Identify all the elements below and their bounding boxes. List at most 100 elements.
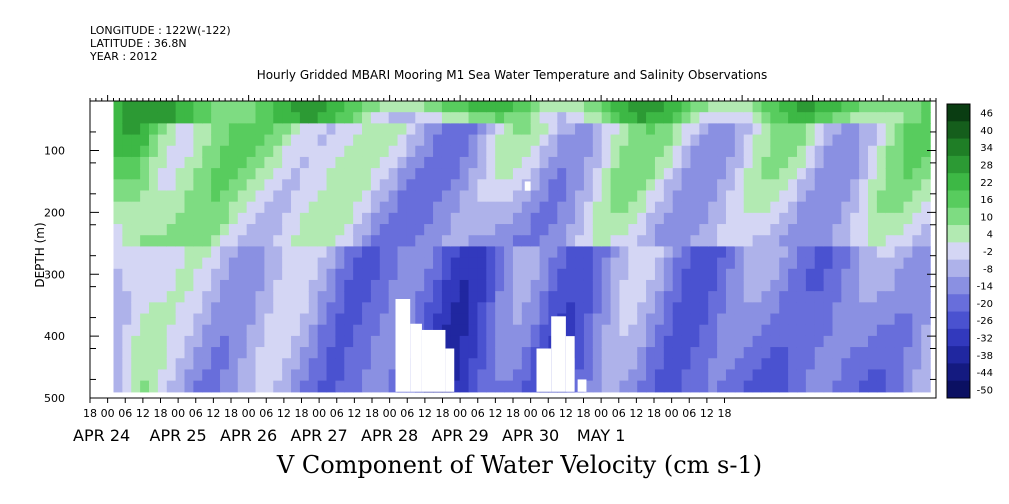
heatmap-cell (743, 123, 754, 136)
heatmap-cell (646, 145, 656, 158)
heatmap-cell (557, 201, 567, 214)
heatmap-cell (379, 179, 390, 192)
heatmap-cell (193, 268, 203, 281)
heatmap-cell (796, 168, 807, 180)
heatmap-cell (131, 279, 141, 292)
heatmap-cell (566, 168, 576, 180)
heatmap-cell (184, 313, 194, 326)
heatmap-cell (157, 156, 168, 169)
heatmap-cell (592, 347, 603, 359)
heatmap-cell (122, 257, 132, 270)
heatmap-cell (583, 179, 594, 192)
heatmap-cell (184, 168, 194, 180)
heatmap-cell (504, 201, 514, 214)
heatmap-cell (504, 168, 514, 180)
heatmap-cell (912, 335, 922, 348)
colorbar-label: -2 (983, 247, 993, 258)
heatmap-cell (761, 201, 771, 214)
heatmap-cell (282, 302, 292, 315)
year-text: YEAR : 2012 (90, 50, 158, 63)
heatmap-cell (743, 291, 754, 303)
heatmap-cell (601, 168, 612, 180)
heatmap-cell (388, 302, 399, 315)
heatmap-cell (291, 358, 301, 371)
heatmap-cell (885, 224, 896, 236)
heatmap-cell (548, 179, 558, 192)
heatmap-cell (246, 168, 257, 180)
heatmap-cell (220, 156, 230, 169)
heatmap-cell (211, 201, 221, 214)
heatmap-cell (459, 101, 470, 113)
heatmap-cell (725, 347, 736, 359)
heatmap-cell (193, 235, 203, 248)
heatmap-cell (628, 313, 638, 326)
heatmap-cell (388, 156, 399, 169)
heatmap-cell (424, 145, 434, 158)
heatmap-cell (530, 201, 541, 214)
heatmap-cell (362, 246, 372, 259)
heatmap-cell (468, 212, 479, 225)
heatmap-cell (601, 212, 612, 225)
heatmap-cell (788, 302, 798, 315)
heatmap-cell (850, 201, 860, 214)
heatmap-cell (237, 380, 248, 393)
heatmap-cell (344, 112, 354, 124)
heatmap-cell (264, 235, 274, 248)
heatmap-cell (486, 291, 496, 303)
heatmap-cell (699, 212, 709, 225)
heatmap-cell (859, 179, 869, 192)
heatmap-cell (149, 156, 159, 169)
heatmap-cell (530, 268, 541, 281)
heatmap-cell (903, 279, 913, 292)
heatmap-cell (211, 358, 221, 371)
heatmap-cell (113, 380, 123, 393)
heatmap-cell (557, 212, 567, 225)
heatmap-cell (459, 369, 470, 382)
heatmap-cell (867, 246, 878, 259)
heatmap-cell (353, 235, 363, 248)
heatmap-cell (362, 369, 372, 382)
heatmap-cell (370, 324, 381, 337)
heatmap-cell (779, 302, 789, 315)
heatmap-cell (512, 145, 523, 158)
heatmap-cell (166, 347, 177, 359)
heatmap-cell (459, 201, 470, 214)
heatmap-cell (122, 358, 132, 371)
heatmap-cell (450, 358, 461, 371)
heatmap-cell (512, 156, 523, 169)
heatmap-cell (912, 134, 922, 147)
heatmap-cell (894, 190, 905, 203)
heatmap-cell (832, 246, 842, 259)
heatmap-cell (601, 190, 612, 203)
heatmap-cell (681, 168, 692, 180)
x-day-label: APR 25 (150, 426, 207, 445)
heatmap-cell (885, 246, 896, 259)
heatmap-cell (894, 134, 905, 147)
heatmap-cell (459, 246, 470, 259)
heatmap-cell (379, 145, 390, 158)
heatmap-cell (548, 156, 558, 169)
heatmap-cell (575, 324, 585, 337)
heatmap-cell (353, 168, 363, 180)
heatmap-cell (761, 112, 771, 124)
heatmap-cell (699, 335, 709, 348)
heatmap-cell (193, 302, 203, 315)
heatmap-cell (903, 168, 913, 180)
heatmap-cell (770, 324, 780, 337)
heatmap-cell (539, 291, 550, 303)
heatmap-cell (157, 168, 168, 180)
heatmap-cell (388, 324, 399, 337)
heatmap-cell (743, 268, 754, 281)
heatmap-cell (770, 380, 780, 393)
colorbar-swatch (947, 225, 970, 243)
heatmap-cell (228, 268, 239, 281)
heatmap-cell (335, 201, 345, 214)
heatmap-cell (557, 134, 567, 147)
y-tick-label: 400 (44, 330, 65, 343)
heatmap-cell (708, 123, 718, 136)
heatmap-cell (370, 179, 381, 192)
heatmap-cell (299, 324, 310, 337)
heatmap-cell (903, 112, 913, 124)
heatmap-cell (175, 246, 186, 259)
heatmap-cell (166, 201, 177, 214)
